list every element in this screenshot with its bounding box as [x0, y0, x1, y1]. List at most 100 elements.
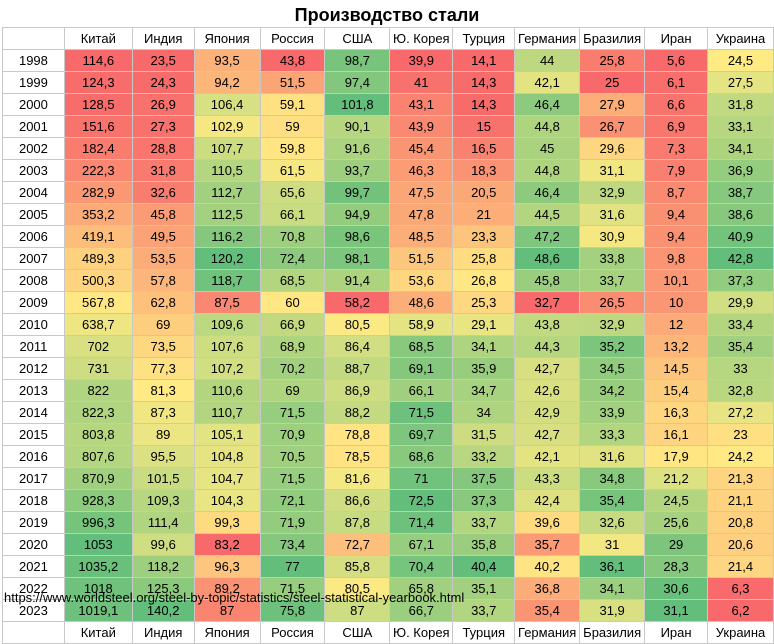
- value-cell: 30,6: [644, 577, 708, 600]
- value-cell: 68,9: [259, 335, 326, 358]
- year-label: 2013: [2, 379, 65, 402]
- value-cell: 67,1: [389, 533, 454, 556]
- value-cell: 822,3: [63, 401, 133, 424]
- value-cell: 17,9: [644, 445, 708, 468]
- value-cell: 29: [644, 533, 708, 556]
- value-cell: 35,4: [706, 335, 774, 358]
- value-cell: 110,7: [193, 401, 261, 424]
- value-cell: 72,7: [324, 533, 391, 556]
- value-cell: 110,5: [193, 159, 261, 182]
- value-cell: 27,5: [706, 71, 774, 94]
- table-row: 2015 803,8 89 105,1 70,9 78,8 69,7 31,5 42,7 33,3…: [2, 423, 774, 446]
- value-cell: 18,3: [452, 159, 516, 182]
- value-cell: 40,9: [706, 225, 774, 248]
- value-cell: 34,5: [579, 357, 646, 380]
- column-header: Китай: [63, 27, 133, 50]
- value-cell: 32,8: [706, 379, 774, 402]
- value-cell: 10: [644, 291, 708, 314]
- value-cell: 86,4: [324, 335, 391, 358]
- value-cell: 33,7: [452, 511, 516, 534]
- value-cell: 57,8: [131, 269, 195, 292]
- value-cell: 1053: [63, 533, 133, 556]
- value-cell: 23: [706, 423, 774, 446]
- value-cell: 60: [259, 291, 326, 314]
- value-cell: 6,6: [644, 93, 708, 116]
- table-row: 2005 353,2 45,8 112,5 66,1 94,9 47,8 21 44,5 31,6…: [2, 203, 774, 226]
- year-label: 2010: [2, 313, 65, 336]
- table-row: 2001 151,6 27,3 102,9 59 90,1 43,9 15 44,8 26,7 6,…: [2, 115, 774, 138]
- value-cell: 72,4: [259, 247, 326, 270]
- table-row: 2013 822 81,3 110,6 69 86,9 66,1 34,7 42,6 34,2 15…: [2, 379, 774, 402]
- table-row: 2016 807,6 95,5 104,8 70,5 78,5 68,6 33,2 42,1 31…: [2, 445, 774, 468]
- value-cell: 20,5: [452, 181, 516, 204]
- value-cell: 27,3: [131, 115, 195, 138]
- value-cell: 97,4: [324, 71, 391, 94]
- value-cell: 53,6: [389, 269, 454, 292]
- value-cell: 26,8: [452, 269, 516, 292]
- value-cell: 81,3: [131, 379, 195, 402]
- value-cell: 48,6: [514, 247, 581, 270]
- column-header: Япония: [193, 27, 261, 50]
- column-header: Бразилия: [579, 27, 646, 50]
- value-cell: 114,6: [63, 49, 133, 72]
- year-label: 2005: [2, 203, 65, 226]
- value-cell: 42,6: [514, 379, 581, 402]
- value-cell: 106,4: [193, 93, 261, 116]
- value-cell: 731: [63, 357, 133, 380]
- year-label: 2011: [2, 335, 65, 358]
- value-cell: 44: [514, 49, 581, 72]
- corner-cell: [2, 621, 65, 644]
- value-cell: 71,5: [259, 467, 326, 490]
- value-cell: 70,4: [389, 555, 454, 578]
- value-cell: 83,2: [193, 533, 261, 556]
- table-row: 2022 1018 125,3 89,2 71,5 80,5 65,8 35,1 36,8 34,…: [2, 577, 774, 600]
- value-cell: 16,3: [644, 401, 708, 424]
- value-cell: 25,8: [579, 49, 646, 72]
- year-label: 2015: [2, 423, 65, 446]
- value-cell: 24,5: [644, 489, 708, 512]
- value-cell: 31,6: [579, 203, 646, 226]
- column-header: Иран: [644, 621, 708, 644]
- year-label: 2019: [2, 511, 65, 534]
- value-cell: 29,9: [706, 291, 774, 314]
- value-cell: 46,3: [389, 159, 454, 182]
- value-cell: 40,4: [452, 555, 516, 578]
- value-cell: 23,5: [131, 49, 195, 72]
- value-cell: 28,3: [644, 555, 708, 578]
- value-cell: 105,1: [193, 423, 261, 446]
- value-cell: 822: [63, 379, 133, 402]
- value-cell: 73,5: [131, 335, 195, 358]
- value-cell: 35,8: [452, 533, 516, 556]
- value-cell: 81,6: [324, 467, 391, 490]
- column-header: Иран: [644, 27, 708, 50]
- value-cell: 43,8: [514, 313, 581, 336]
- value-cell: 42,1: [514, 445, 581, 468]
- value-cell: 71: [389, 467, 454, 490]
- value-cell: 70,9: [259, 423, 326, 446]
- value-cell: 80,5: [324, 313, 391, 336]
- value-cell: 36,1: [579, 555, 646, 578]
- value-cell: 21,1: [706, 489, 774, 512]
- value-cell: 638,7: [63, 313, 133, 336]
- year-label: 2009: [2, 291, 65, 314]
- value-cell: 70,8: [259, 225, 326, 248]
- value-cell: 567,8: [63, 291, 133, 314]
- year-label: 2002: [2, 137, 65, 160]
- steel-production-table: Китай Индия Япония Россия США Ю. Корея Турция Г…: [2, 27, 774, 644]
- value-cell: 1018: [63, 577, 133, 600]
- value-cell: 87,3: [131, 401, 195, 424]
- value-cell: 9,4: [644, 203, 708, 226]
- year-label: 1998: [2, 49, 65, 72]
- table-row: 2012 731 77,3 107,2 70,2 88,7 69,1 35,9 42,7 34,5…: [2, 357, 774, 380]
- column-header: Бразилия: [579, 621, 646, 644]
- value-cell: 77,3: [131, 357, 195, 380]
- value-cell: 99,7: [324, 181, 391, 204]
- value-cell: 928,3: [63, 489, 133, 512]
- table-row: 2019 996,3 111,4 99,3 71,9 87,8 71,4 33,7 39,6 32…: [2, 511, 774, 534]
- value-cell: 25,8: [452, 247, 516, 270]
- value-cell: 78,5: [324, 445, 391, 468]
- value-cell: 42,7: [514, 423, 581, 446]
- value-cell: 70,5: [259, 445, 326, 468]
- table-row: 1998 114,6 23,5 93,5 43,8 98,7 39,9 14,1 44 25,8 5…: [2, 49, 774, 72]
- value-cell: 1035,2: [63, 555, 133, 578]
